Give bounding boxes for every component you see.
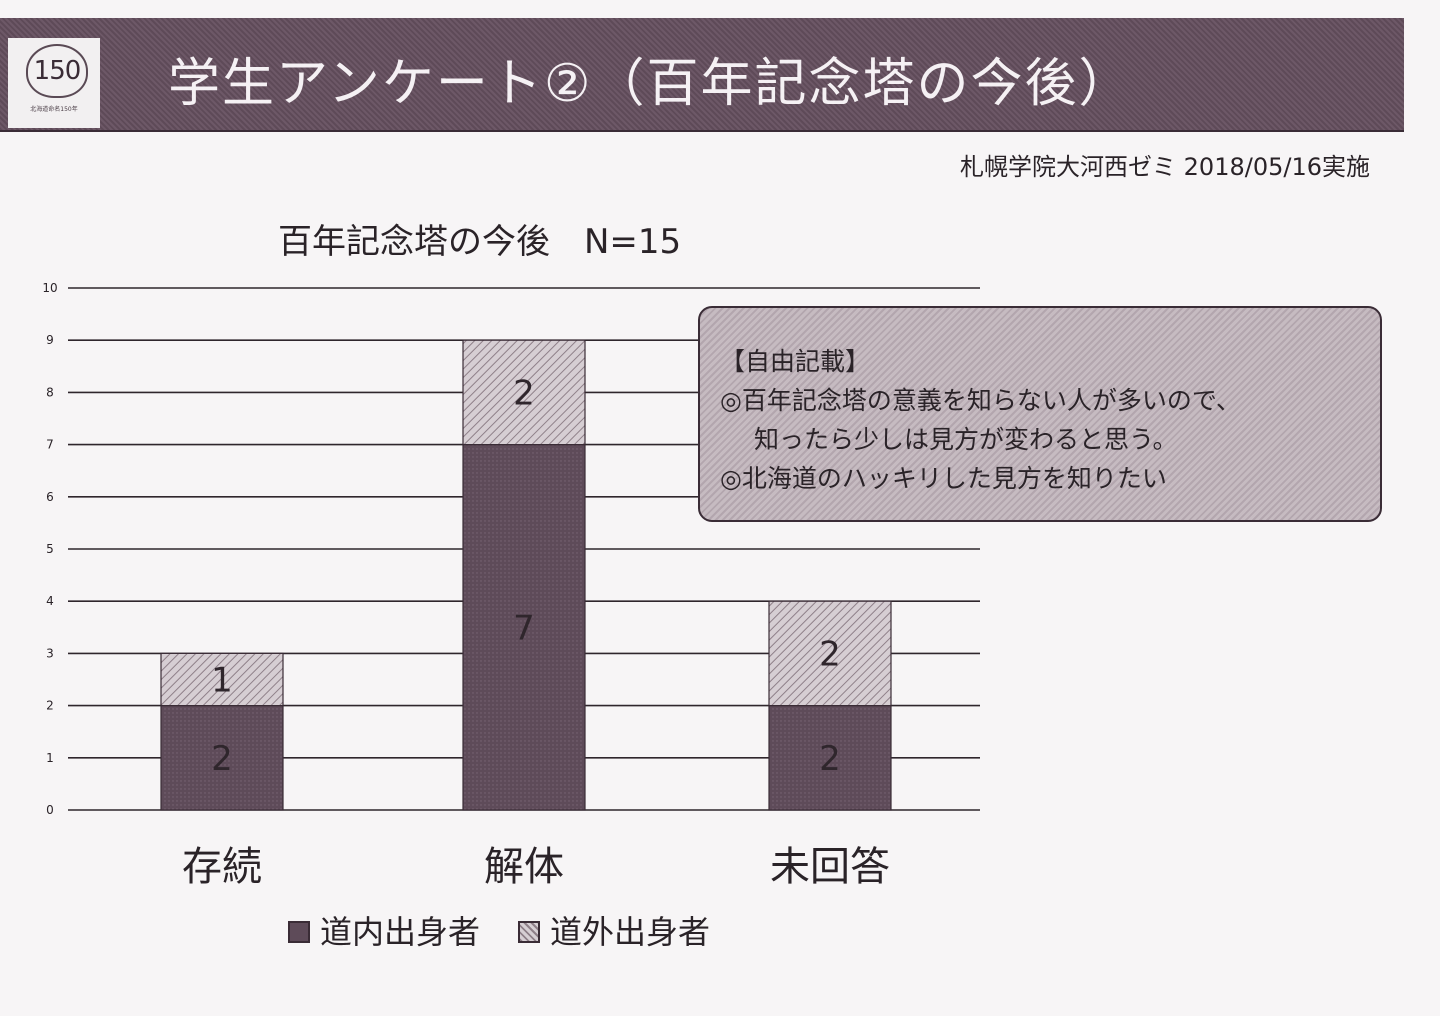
bar-inside-2 [462, 444, 586, 811]
legend-item-inside: 道内出身者 [288, 910, 480, 954]
y-tick-label-9: 9 [46, 333, 54, 347]
bar-inside-1 [160, 704, 284, 811]
category-label-2: 解体 [484, 844, 564, 890]
logo-mark: 150 [26, 44, 88, 98]
chart-title: 百年記念塔の今後 N=15 [278, 222, 682, 262]
page-title: 学生アンケート②（百年記念塔の今後） [168, 54, 1133, 114]
y-tick-label-8: 8 [46, 385, 54, 399]
category-label-3: 未回答 [770, 844, 890, 890]
survey-subtitle: 札幌学院大河西ゼミ 2018/05/16実施 [960, 153, 1370, 181]
logo-subtext: 北海道命名150年 [30, 106, 78, 113]
category-label-1: 存続 [182, 844, 262, 890]
legend-item-outside: 道外出身者 [518, 910, 710, 954]
bar-label-inside-2: 7 [513, 608, 535, 648]
logo: 150 北海道命名150年 [8, 38, 100, 128]
free-comment-line-3: ◎北海道のハッキリした見方を知りたい [720, 464, 1167, 493]
bar-label-outside-2: 2 [513, 373, 535, 413]
bar-inside-3 [768, 704, 892, 811]
chart-legend: 道内出身者 道外出身者 [288, 910, 748, 954]
free-comment-line-2: 知ったら少しは見方が変わると思う。 [754, 425, 1178, 454]
bar-outside-2 [462, 339, 586, 446]
y-tick-label-0: 0 [46, 803, 54, 817]
bar-label-outside-3: 2 [819, 634, 841, 674]
y-tick-label-10: 10 [42, 281, 57, 295]
y-tick-label-6: 6 [46, 490, 54, 504]
y-tick-label-2: 2 [46, 699, 54, 713]
bar-label-inside-3: 2 [819, 739, 841, 779]
free-comment-box: 【自由記載】 ◎百年記念塔の意義を知らない人が多いので、 知ったら少しは見方が変… [698, 306, 1382, 522]
bar-outside-3 [768, 600, 892, 707]
free-comment-heading: 【自由記載】 [720, 347, 871, 376]
y-tick-label-5: 5 [46, 542, 54, 556]
y-tick-label-3: 3 [46, 646, 54, 660]
bar-label-inside-1: 2 [211, 739, 233, 779]
legend-label-inside: 道内出身者 [320, 913, 481, 951]
bar-outside-1 [160, 652, 284, 707]
y-tick-label-4: 4 [46, 594, 54, 608]
y-tick-label-7: 7 [46, 438, 54, 452]
free-comment-line-1: ◎百年記念塔の意義を知らない人が多いので、 [720, 386, 1241, 415]
header-band [0, 18, 1404, 132]
y-tick-label-1: 1 [46, 751, 54, 765]
bar-label-outside-1: 1 [211, 661, 233, 701]
legend-label-outside: 道外出身者 [550, 913, 711, 951]
legend-swatch-outside [518, 921, 541, 943]
legend-swatch-inside [288, 921, 310, 943]
